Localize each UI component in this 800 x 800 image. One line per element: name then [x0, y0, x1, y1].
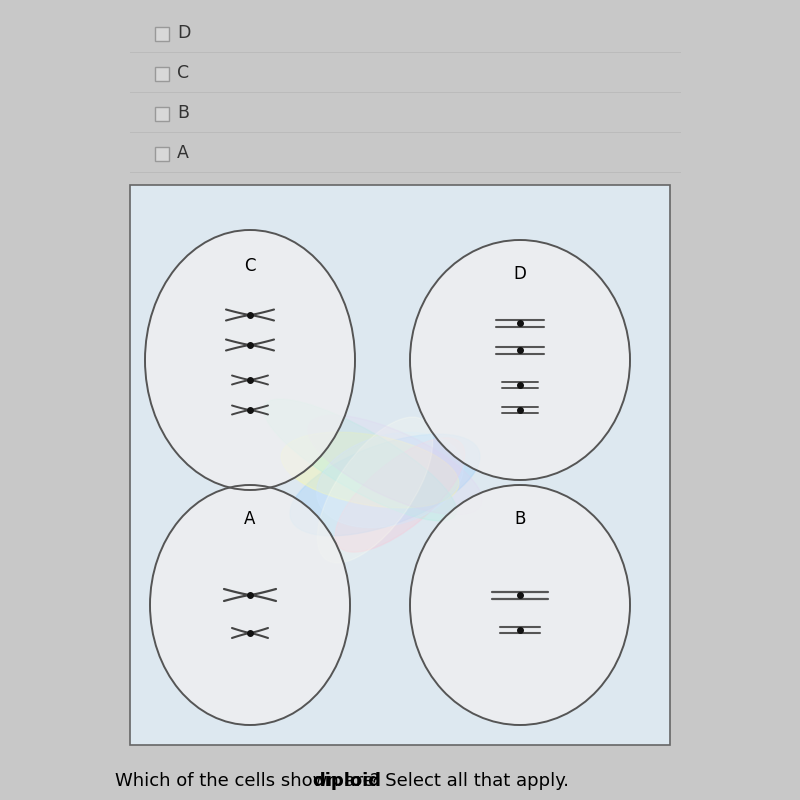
- Ellipse shape: [318, 417, 433, 563]
- Ellipse shape: [290, 434, 480, 536]
- FancyBboxPatch shape: [154, 146, 169, 161]
- Ellipse shape: [281, 432, 459, 508]
- Text: A: A: [244, 510, 256, 528]
- Ellipse shape: [410, 240, 630, 480]
- FancyBboxPatch shape: [154, 26, 169, 41]
- Ellipse shape: [335, 438, 465, 552]
- Ellipse shape: [410, 485, 630, 725]
- Text: B: B: [177, 104, 189, 122]
- FancyBboxPatch shape: [154, 106, 169, 121]
- Ellipse shape: [145, 230, 355, 490]
- FancyBboxPatch shape: [130, 185, 670, 745]
- Text: C: C: [244, 258, 256, 275]
- Ellipse shape: [150, 485, 350, 725]
- Text: ? Select all that apply.: ? Select all that apply.: [370, 772, 569, 790]
- Ellipse shape: [263, 399, 457, 521]
- Text: Which of the cells shown are: Which of the cells shown are: [115, 772, 380, 790]
- Text: A: A: [177, 144, 189, 162]
- Text: D: D: [514, 265, 526, 282]
- Text: diploid: diploid: [312, 772, 381, 790]
- Ellipse shape: [317, 432, 463, 528]
- Text: D: D: [177, 24, 190, 42]
- Text: B: B: [514, 510, 526, 528]
- Text: C: C: [177, 64, 189, 82]
- Ellipse shape: [308, 415, 482, 514]
- FancyBboxPatch shape: [154, 66, 169, 81]
